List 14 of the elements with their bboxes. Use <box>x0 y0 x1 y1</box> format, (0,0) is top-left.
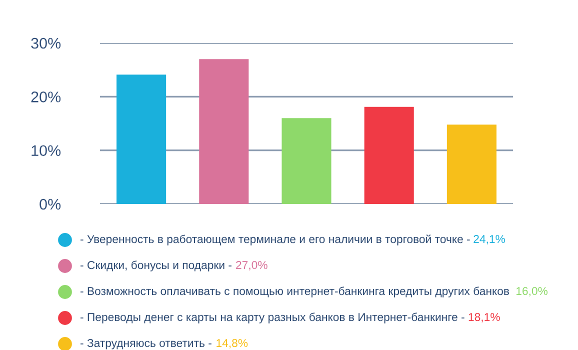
legend-label: - Затрудняюсь ответить - <box>80 339 212 350</box>
text: 16,0% <box>516 286 548 296</box>
text: 27,0% <box>236 260 268 270</box>
legend-label: - Уверенность в работающем терминале и его наличии в торговой точке - <box>80 234 470 246</box>
legend-label: - Скидки, бонусы и подарки - <box>80 260 232 272</box>
y-tick-label: 10% <box>32 145 61 156</box>
text: 24,1% <box>474 234 506 244</box>
legend-label: - Переводы денег с карты на карту разных банков в Интернет-банкинге - <box>80 312 464 324</box>
y-tick-label: 30% <box>31 38 61 49</box>
text: 18,1% <box>468 312 500 322</box>
y-tick-label: 0% <box>40 198 61 210</box>
text: 14,8% <box>216 338 248 348</box>
y-tick-label: 20% <box>31 92 61 102</box>
legend-label: - Возможность оплачивать с помощью интернет-банкинга кредиты других банков <box>80 286 509 298</box>
